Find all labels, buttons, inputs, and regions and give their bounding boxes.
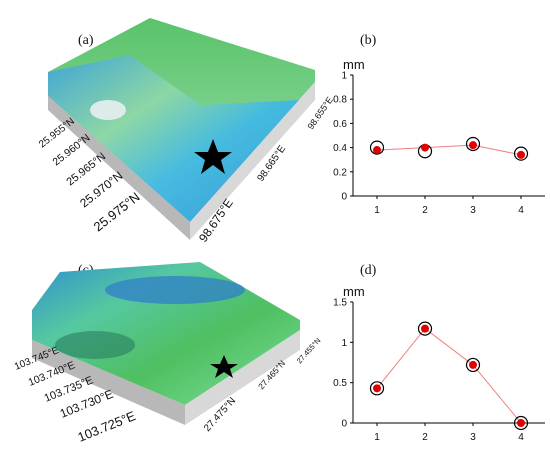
terrain-c-side-left [32, 310, 185, 425]
star-icon [210, 355, 238, 378]
chart-b-y-tick-label: 1 [341, 71, 347, 82]
chart-b-x-tick-label: 1 [374, 205, 380, 216]
chart-d-black-point [513, 415, 529, 431]
chart-d-black-point [369, 381, 385, 396]
chart-d-red-point [517, 419, 525, 427]
terrain-c-valley [55, 331, 135, 359]
chart-b-unit-label: mm [343, 57, 365, 72]
chart-b-red-point [517, 150, 525, 159]
chart-d-y-tick-label: 0 [341, 419, 347, 430]
chart-d-x-tick-label: 2 [422, 432, 428, 443]
terrain-a-highlight [90, 100, 126, 120]
chart-b-red-series-line [376, 144, 522, 156]
chart-d-y-tick-label: 1 [341, 338, 347, 349]
chart-b-y-tick-label: 0 [341, 192, 347, 203]
chart-b-y-tick-label: 0.8 [333, 95, 347, 106]
chart-b-x-tick-label: 2 [422, 205, 428, 216]
chart-d-red-point [469, 360, 477, 369]
panel-label-b: (b) [360, 33, 377, 48]
chart-b-y-tick-label: 0.6 [333, 119, 347, 130]
chart-b-red-point [373, 146, 381, 155]
chart-b-black-point [465, 136, 481, 152]
chart-d-red-series-line [376, 327, 522, 424]
terrain-c-ridge [105, 276, 245, 304]
chart-d-unit-label: mm [343, 284, 365, 299]
chart-d-x-tick-label: 3 [470, 432, 476, 443]
chart-b-red-point [421, 143, 429, 152]
star-icon [194, 139, 232, 174]
terrain-a-side-right [190, 82, 315, 240]
chart-d-y-tick-label: 1.5 [333, 298, 347, 309]
terrain-a-side-left [48, 72, 190, 240]
panel-label-d: (d) [360, 263, 377, 278]
chart-d-red-point [373, 384, 381, 393]
chart-b-x-tick-label: 3 [470, 205, 476, 216]
terrain-a-water [48, 55, 300, 222]
chart-d-x-tick-label: 1 [374, 432, 380, 443]
chart-b-black-point [369, 140, 385, 155]
chart-b-red-point [469, 141, 477, 150]
chart-d-x-tick-label: 4 [518, 432, 524, 443]
terrain-c-side-right [185, 330, 300, 425]
chart-b-y-tick-label: 0.2 [333, 167, 347, 178]
chart-b-black-point [513, 146, 529, 161]
chart-d-red-point [421, 324, 429, 333]
chart-b-y-tick-label: 0.4 [333, 143, 347, 154]
chart-d-black-point [417, 321, 433, 336]
panel-label-a: (a) [78, 33, 94, 48]
chart-b-x-tick-label: 4 [518, 205, 524, 216]
chart-d-y-tick-label: 0.5 [333, 378, 347, 389]
chart-d-black-point [465, 357, 481, 373]
